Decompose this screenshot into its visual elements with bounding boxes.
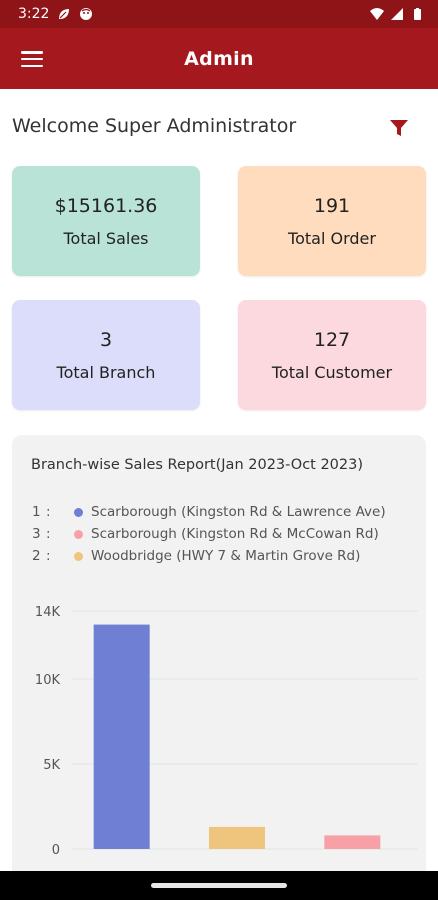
sales-report-panel: Branch-wise Sales Report(Jan 2023-Oct 20…: [12, 435, 426, 871]
total-order-card[interactable]: 191 Total Order: [238, 166, 426, 276]
legend-color-dot: [74, 551, 83, 561]
legend-label: Scarborough (Kingston Rd & McCowan Rd): [91, 526, 379, 542]
bar-1[interactable]: [93, 624, 150, 849]
home-gesture-handle[interactable]: [151, 883, 287, 888]
hamburger-menu-icon[interactable]: [20, 47, 44, 71]
y-tick-label: 5K: [43, 758, 60, 773]
system-nav-bar: [0, 871, 438, 900]
legend-color-dot: [74, 529, 83, 539]
battery-icon: [414, 8, 421, 20]
leaf-icon: [59, 9, 70, 19]
legend-separator: :: [46, 504, 51, 520]
y-tick-label: 0: [52, 843, 60, 858]
legend-rank: 2: [32, 548, 41, 564]
legend-separator: :: [46, 526, 51, 542]
total-branch-label: Total Branch: [56, 362, 156, 382]
dashboard-content: Welcome Super Administrator $15161.36 To…: [0, 89, 438, 871]
total-customer-card[interactable]: 127 Total Customer: [238, 300, 426, 410]
legend-rank: 3: [32, 526, 41, 542]
legend-color-dot: [74, 507, 83, 517]
chart-legend: 1 : Scarborough (Kingston Rd & Lawrence …: [32, 501, 386, 567]
bar-3[interactable]: [324, 835, 381, 849]
total-branch-card[interactable]: 3 Total Branch: [12, 300, 200, 410]
report-title: Branch-wise Sales Report(Jan 2023-Oct 20…: [31, 457, 364, 473]
status-bar: 3:22: [0, 0, 438, 28]
y-tick-label: 14K: [35, 605, 61, 620]
total-branch-value: 3: [99, 328, 113, 351]
total-sales-value: $15161.36: [54, 194, 158, 217]
legend-item: 1 : Scarborough (Kingston Rd & Lawrence …: [32, 501, 386, 523]
legend-separator: :: [46, 548, 51, 564]
total-order-label: Total Order: [288, 228, 376, 248]
legend-label: Woodbridge (HWY 7 & Martin Grove Rd): [91, 548, 361, 564]
legend-label: Scarborough (Kingston Rd & Lawrence Ave): [91, 504, 386, 520]
status-time: 3:22: [18, 6, 50, 22]
filter-icon[interactable]: [388, 117, 410, 139]
sales-bar-chart: 0 5K 10K 14K: [35, 605, 418, 858]
app-bar: Admin: [0, 28, 438, 89]
y-tick-label: 10K: [35, 673, 61, 688]
total-sales-card[interactable]: $15161.36 Total Sales: [12, 166, 200, 276]
welcome-text: Welcome Super Administrator: [12, 115, 297, 137]
legend-item: 3 : Scarborough (Kingston Rd & McCowan R…: [32, 523, 386, 545]
total-order-value: 191: [313, 194, 351, 217]
wifi-icon: [370, 8, 384, 20]
bar-2[interactable]: [209, 826, 265, 849]
total-customer-value: 127: [313, 328, 351, 351]
signal-icon: [391, 8, 403, 20]
face-icon: [80, 8, 93, 20]
legend-rank: 1: [32, 504, 41, 520]
total-sales-label: Total Sales: [63, 228, 149, 248]
total-customer-label: Total Customer: [271, 362, 393, 382]
legend-item: 2 : Woodbridge (HWY 7 & Martin Grove Rd): [32, 545, 386, 567]
app-title: Admin: [184, 47, 254, 70]
